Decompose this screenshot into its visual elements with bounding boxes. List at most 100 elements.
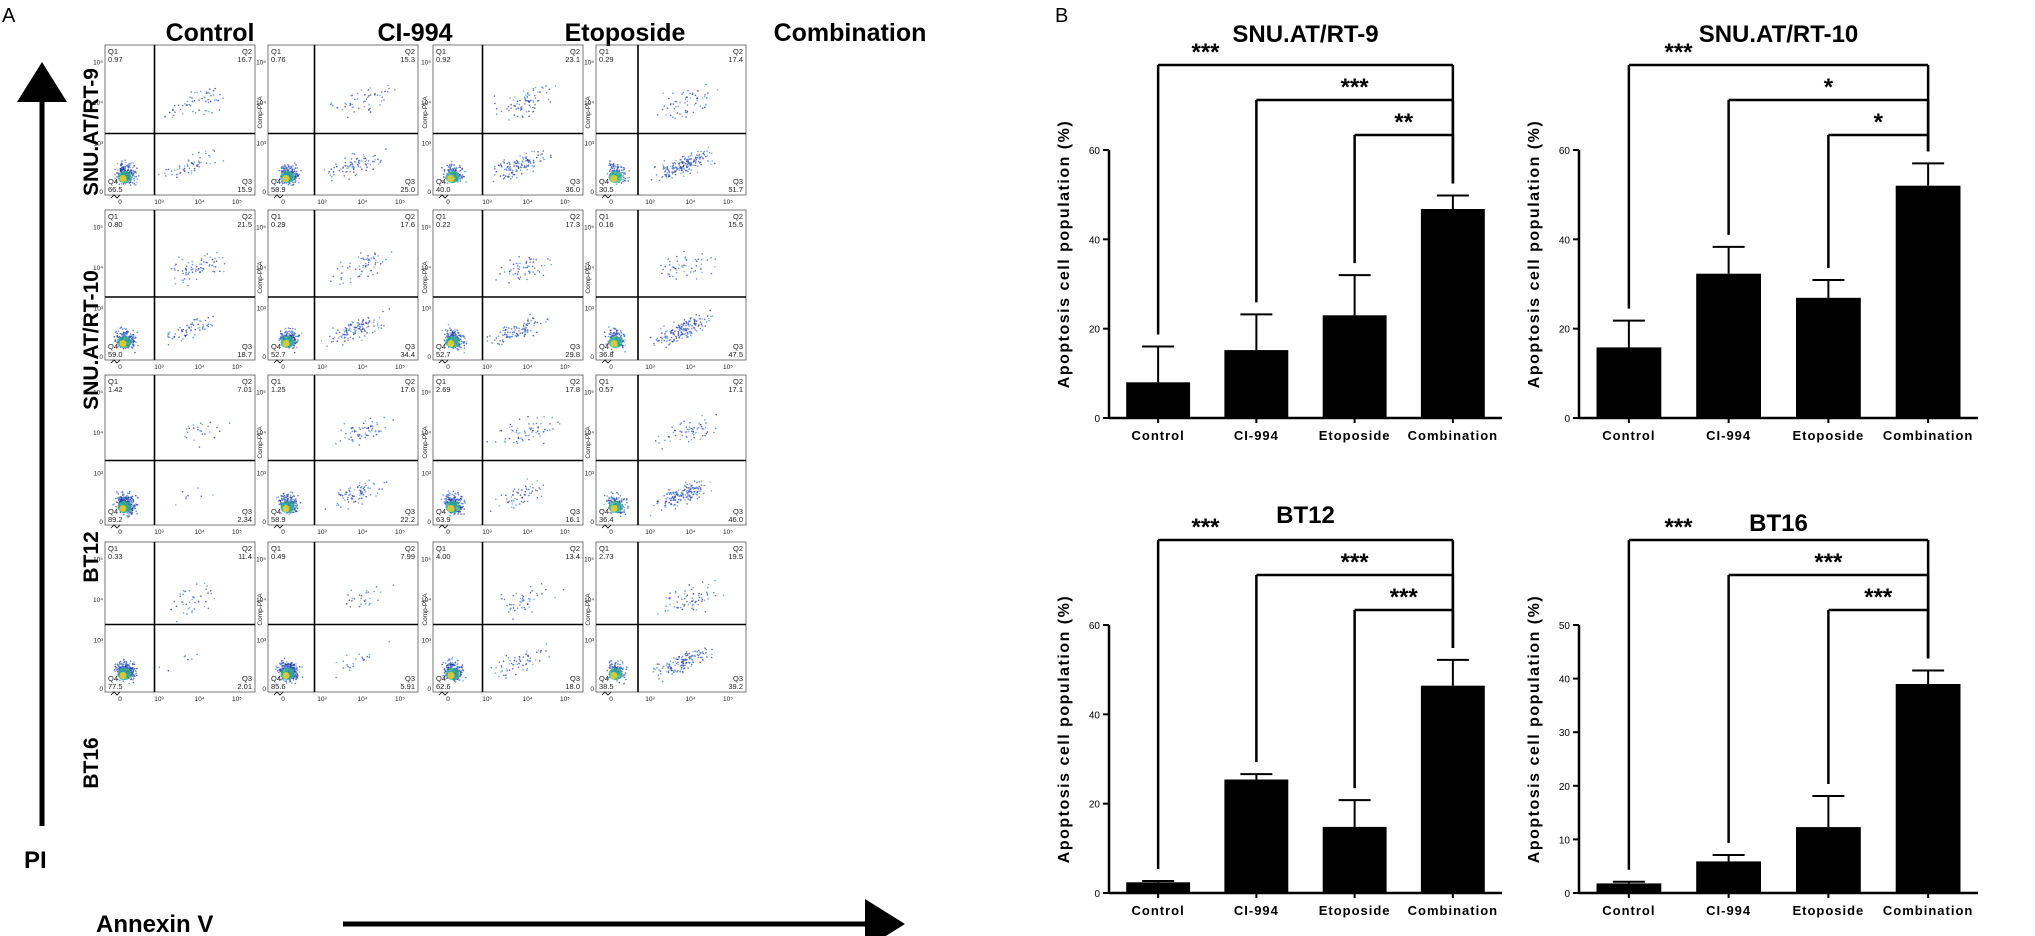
flow-event-dot [516,267,519,270]
flow-event-dot [464,170,466,173]
flow-event-dot [671,171,673,173]
flow-event-dot [296,504,299,506]
flow-event-dot [613,165,616,167]
flow-event-dot [507,105,510,108]
flow-event-dot [532,271,534,273]
flow-plot-frame [267,374,419,526]
row-header-bt12: BT12 [80,531,103,582]
flow-event-dot [115,508,118,511]
flow-event-dot [608,333,611,335]
flow-event-dot [186,165,189,167]
flow-event-dot [518,266,521,268]
flow-event-dot [332,104,334,107]
flow-event-dot [609,168,612,171]
flow-event-dot [669,275,671,278]
flow-event-dot [517,488,520,491]
quadrant-value-q2: 11.4 [238,552,252,561]
flow-event-dot [296,346,298,349]
flow-event-dot [197,269,199,271]
flow-event-dot [523,165,526,167]
flow-event-dot [667,258,669,260]
flow-event-dot [548,88,551,91]
flow-event-dot [519,99,521,102]
flow-event-dot [463,344,466,347]
flow-event-dot [683,164,685,166]
flow-event-dot [349,163,352,166]
flow-event-dot [694,324,697,326]
flow-event-dot [668,97,670,100]
flow-event-dot [346,164,348,167]
x-tick-label: 10⁴ [522,199,532,206]
flow-event-dot [444,336,447,339]
flow-event-dot [361,321,364,323]
flow-event-dot [215,260,218,263]
flow-event-dot [117,678,119,681]
flow-event-dot [462,502,464,505]
flow-event-dot [521,489,523,491]
flow-event-dot [359,492,362,494]
flow-event-dot [685,96,688,98]
flow-event-dot [369,163,372,166]
flow-event-dot [197,487,199,489]
flow-event-dot [287,164,289,166]
flow-event-dot [459,497,462,500]
flow-event-dot [213,265,215,268]
flow-event-dot [532,423,535,425]
flow-event-dot [517,277,519,279]
flow-event-dot [518,103,521,106]
flow-event-dot [373,257,375,260]
flow-event-dot [360,489,362,492]
flow-event-dot [193,608,196,610]
flow-event-dot [615,330,618,332]
flow-event-dot [186,333,188,336]
flow-event-dot [671,275,674,278]
flow-event-dot [529,329,532,332]
flow-event-dot [115,497,117,500]
flow-event-dot [532,429,534,432]
flow-event-dot [460,176,463,178]
flow-event-dot [186,265,188,268]
flow-event-dot [527,435,529,437]
y-channel-label: Comp-PI-A [422,96,429,129]
y-tick-label: 10⁵ [584,60,594,67]
flow-event-dot [702,428,705,430]
flow-event-dot [510,107,512,110]
flow-event-dot [680,431,683,433]
flow-event-dot [182,272,184,275]
flow-event-dot [299,502,302,504]
flow-event-dot [698,154,701,156]
flow-event-dot [523,500,526,503]
flow-event-dot [379,94,381,97]
flow-event-dot [347,267,349,269]
flow-event-dot [333,166,335,169]
flow-event-dot [329,174,332,176]
flow-event-dot [329,335,331,338]
flow-event-dot [344,157,347,159]
flow-event-dot [113,503,115,505]
flow-event-dot [607,335,610,338]
flow-event-dot [121,491,124,493]
flow-event-dot [333,174,335,176]
flow-event-dot [167,669,170,672]
x-tick-label: 10³ [317,364,327,371]
flow-event-dot [455,167,458,169]
flow-event-dot [627,505,629,508]
quadrant-value-q3: 29.8 [565,350,580,359]
flow-event-dot [669,497,671,500]
y-tick-label: 0 [590,354,594,361]
flow-event-dot [457,493,460,496]
flow-event-dot [616,491,618,494]
flow-event-dot [665,167,667,169]
flow-event-dot [352,165,355,168]
flow-event-dot [362,323,365,325]
flow-event-dot [665,331,667,333]
flow-events [275,416,395,516]
quadrant-name-q2: Q2 [733,377,743,386]
flow-event-dot [117,330,120,333]
flow-event-dot [367,316,369,319]
y-tick-label: 10³ [422,471,432,478]
flow-event-dot [683,250,685,253]
flow-event-dot [194,270,197,272]
flow-event-dot [503,159,506,161]
